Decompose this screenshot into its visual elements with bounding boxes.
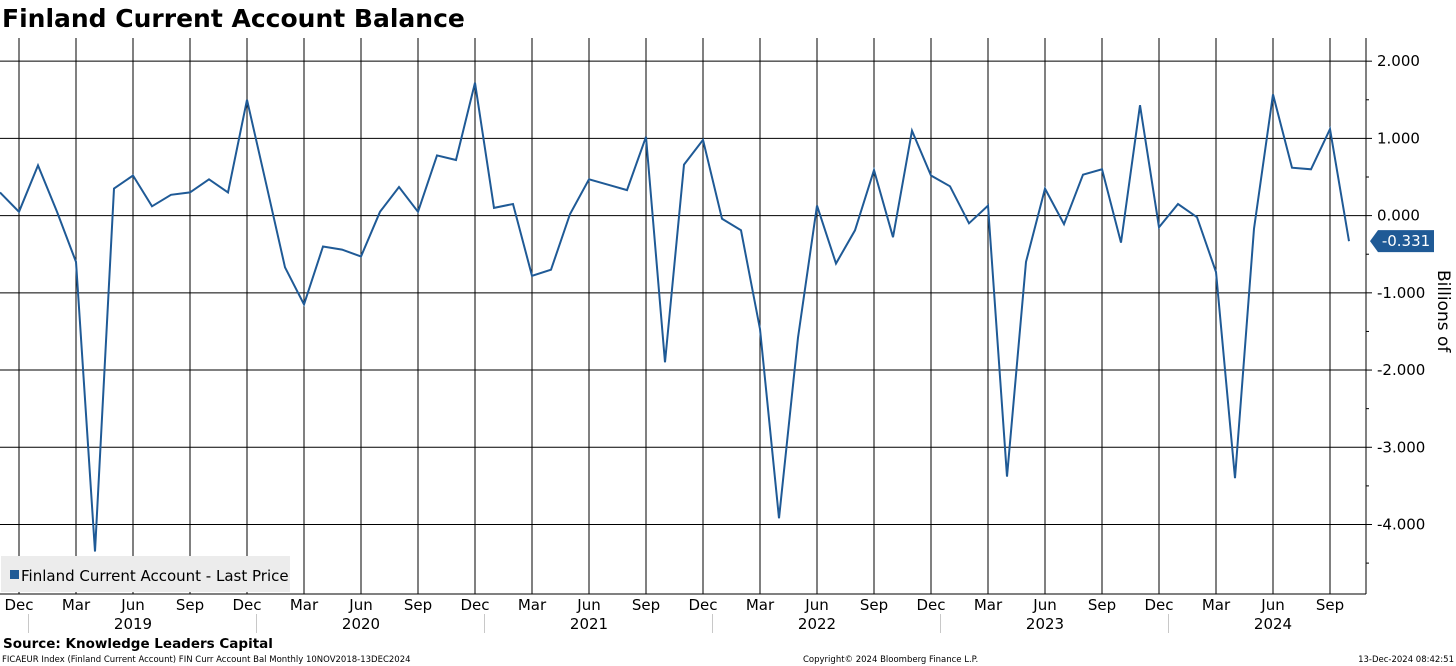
x-tick-label: Dec — [4, 596, 33, 614]
x-tick-label: Mar — [746, 596, 775, 614]
x-tick-label: Dec — [460, 596, 489, 614]
x-tick-label: Dec — [688, 596, 717, 614]
x-year-label: 2021 — [570, 615, 608, 633]
y-tick-label: 2.000 — [1377, 52, 1420, 70]
x-tick-label: Mar — [62, 596, 91, 614]
legend-box — [1, 556, 290, 592]
footer-copyright: Copyright© 2024 Bloomberg Finance L.P. — [803, 655, 978, 665]
y-axis-label: Billions of — [1433, 270, 1453, 353]
y-tick-label: -3.000 — [1377, 438, 1425, 456]
x-tick-label: Mar — [290, 596, 319, 614]
x-tick-label: Sep — [860, 596, 888, 614]
x-tick-label: Jun — [576, 596, 600, 614]
x-tick-label: Jun — [1260, 596, 1284, 614]
x-year-label: 2023 — [1026, 615, 1064, 633]
x-year-label: 2020 — [342, 615, 380, 633]
legend-swatch — [10, 570, 19, 579]
x-tick-label: Mar — [974, 596, 1003, 614]
series-layer — [0, 82, 1350, 552]
x-year-label: 2022 — [798, 615, 836, 633]
y-tick-label: -4.000 — [1377, 516, 1425, 534]
x-tick-label: Jun — [804, 596, 828, 614]
x-tick-label: Mar — [1202, 596, 1231, 614]
grid — [0, 38, 1366, 594]
axes — [0, 38, 1367, 595]
y-tick-label: -2.000 — [1377, 361, 1425, 379]
chart-title: Finland Current Account Balance — [2, 4, 465, 33]
last-value-label: -0.331 — [1382, 232, 1430, 250]
x-tick-label: Jun — [1032, 596, 1056, 614]
y-tick-label: 1.000 — [1377, 129, 1420, 147]
x-tick-label: Sep — [632, 596, 660, 614]
x-tick-label: Sep — [1316, 596, 1344, 614]
last-value-tag: -0.331 — [1370, 230, 1434, 253]
y-tick-label: -1.000 — [1377, 284, 1425, 302]
source-note: Source: Knowledge Leaders Capital — [3, 636, 273, 652]
x-axis-ticks: Dec Mar Jun Sep Dec Mar Jun Sep Dec Mar Jun Sep Dec M… — [4, 596, 1344, 633]
footer-left: FICAEUR Index (Finland Current Account) … — [2, 655, 411, 665]
x-tick-label: Dec — [232, 596, 261, 614]
x-year-label: 2024 — [1254, 615, 1292, 633]
legend-label: Finland Current Account - Last Price — [21, 567, 289, 585]
x-tick-label: Jun — [120, 596, 144, 614]
legend: Finland Current Account - Last Price — [1, 556, 290, 592]
x-year-label: 2019 — [114, 615, 152, 633]
footer-timestamp: 13-Dec-2024 08:42:51 — [1358, 655, 1454, 665]
x-tick-label: Dec — [1144, 596, 1173, 614]
x-tick-label: Dec — [916, 596, 945, 614]
y-tick-label: 0.000 — [1377, 207, 1420, 225]
x-tick-label: Sep — [404, 596, 432, 614]
y-axis-ticks: 2.000 1.000 0.000 -1.000 -2.000 -3.000 -4.000 — [1366, 52, 1425, 564]
x-tick-label: Jun — [348, 596, 372, 614]
x-tick-label: Sep — [1088, 596, 1116, 614]
series-line — [0, 82, 1350, 552]
last-value-badge — [1370, 230, 1434, 253]
x-tick-label: Sep — [176, 596, 204, 614]
x-tick-label: Mar — [518, 596, 547, 614]
